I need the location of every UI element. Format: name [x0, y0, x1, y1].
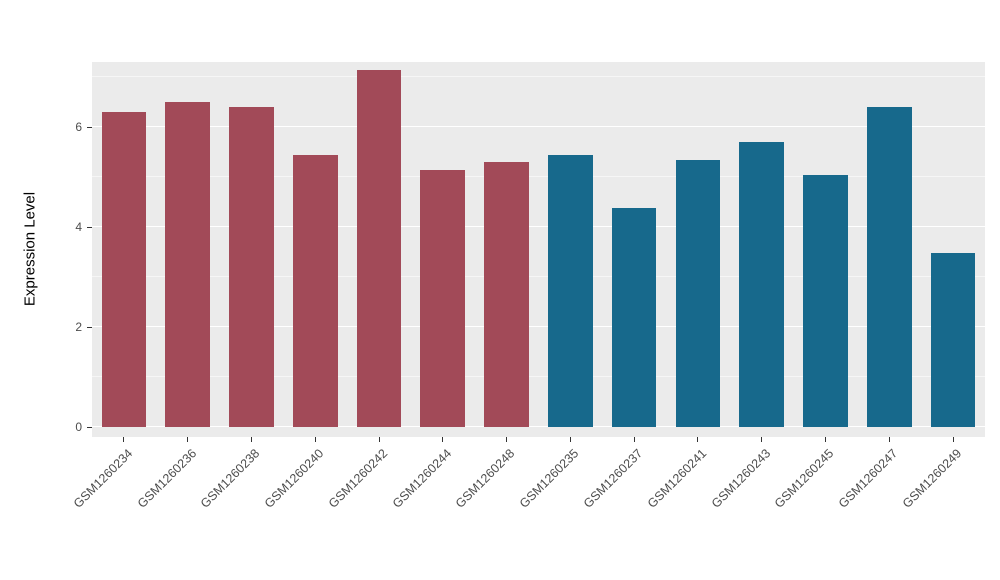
x-tick-mark	[378, 437, 380, 442]
minor-gridline	[92, 176, 985, 177]
x-tick-mark	[761, 437, 763, 442]
y-tick-mark	[87, 326, 92, 328]
x-tick-mark	[825, 437, 827, 442]
y-tick-mark	[87, 226, 92, 228]
bar-GSM1260244	[420, 169, 466, 427]
x-tick-label-GSM1260245: GSM1260245	[772, 446, 837, 511]
x-tick-label-GSM1260248: GSM1260248	[453, 446, 518, 511]
bar-GSM1260236	[165, 102, 210, 427]
x-tick-label-GSM1260247: GSM1260247	[836, 446, 901, 511]
y-tick-label-4: 4	[75, 220, 82, 234]
bar-GSM1260238	[229, 107, 274, 427]
bar-GSM1260235	[548, 154, 593, 427]
x-tick-label-GSM1260249: GSM1260249	[899, 446, 965, 511]
bar-GSM1260240	[292, 154, 338, 427]
bar-GSM1260247	[866, 107, 912, 427]
major-gridline	[92, 426, 985, 427]
major-gridline	[92, 226, 985, 227]
x-tick-mark	[633, 437, 635, 442]
x-tick-mark	[506, 437, 508, 442]
major-gridline	[92, 326, 985, 327]
bar-GSM1260237	[611, 208, 657, 427]
x-tick-label-GSM1260236: GSM1260236	[134, 446, 199, 511]
x-tick-mark	[442, 437, 444, 442]
bar-GSM1260241	[675, 159, 721, 427]
x-tick-label-GSM1260242: GSM1260242	[325, 446, 391, 511]
plot-panel	[92, 62, 985, 437]
x-tick-mark	[187, 437, 189, 442]
bar-GSM1260242	[356, 69, 402, 427]
bar-GSM1260249	[930, 253, 976, 427]
x-tick-label-GSM1260235: GSM1260235	[517, 446, 582, 511]
x-tick-label-GSM1260237: GSM1260237	[580, 446, 646, 511]
x-tick-label-GSM1260234: GSM1260234	[70, 446, 136, 511]
minor-gridline	[92, 76, 985, 77]
y-tick-label-2: 2	[75, 320, 82, 334]
y-tick-label-0: 0	[75, 420, 82, 434]
bar-GSM1260243	[739, 142, 785, 427]
major-gridline	[92, 126, 985, 127]
x-tick-mark	[250, 437, 252, 442]
x-tick-label-GSM1260241: GSM1260241	[644, 446, 710, 511]
x-tick-mark	[569, 437, 571, 442]
minor-gridline	[92, 376, 985, 377]
x-tick-mark	[314, 437, 316, 442]
bar-GSM1260248	[484, 162, 529, 427]
x-tick-label-GSM1260238: GSM1260238	[198, 446, 263, 511]
x-tick-mark	[952, 437, 954, 442]
y-axis-title: Expression Level	[21, 191, 39, 307]
x-tick-label-GSM1260240: GSM1260240	[261, 446, 327, 511]
x-tick-mark	[123, 437, 125, 442]
minor-gridline	[92, 276, 985, 277]
x-tick-mark	[888, 437, 890, 442]
y-tick-label-6: 6	[75, 120, 82, 134]
x-tick-mark	[697, 437, 699, 442]
bar-GSM1260234	[101, 112, 147, 427]
x-tick-label-GSM1260244: GSM1260244	[389, 446, 455, 511]
x-tick-label-GSM1260243: GSM1260243	[708, 446, 773, 511]
y-tick-mark	[87, 126, 92, 128]
bar-GSM1260245	[803, 174, 848, 427]
y-tick-mark	[87, 426, 92, 428]
